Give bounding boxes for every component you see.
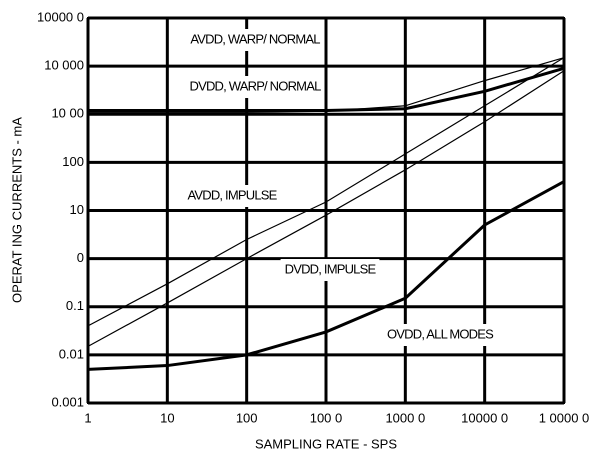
x-tick-label: 10 <box>160 410 174 425</box>
y-tick-label: 10000 0 <box>37 9 84 24</box>
y-tick-label: 0.001 <box>51 394 84 409</box>
series-line <box>88 66 565 112</box>
y-tick-label: 0.1 <box>66 298 84 313</box>
y-axis-label: OPERAT ING CURRENTS - mA <box>9 117 24 303</box>
series-label-bg <box>186 29 324 51</box>
series-label: AVDD, IMPULSE <box>187 187 277 202</box>
x-axis-label: SAMPLING RATE - SPS <box>255 436 397 451</box>
series-line <box>87 180 565 371</box>
x-tick-label: 10000 0 <box>461 410 508 425</box>
series-label-bg <box>186 76 324 98</box>
x-tick-label: 100 0 <box>310 410 343 425</box>
y-tick-label: 10 <box>70 202 84 217</box>
plot-frame <box>87 17 565 404</box>
series-label-bg <box>182 185 282 207</box>
y-tick-label: 0 <box>77 250 84 265</box>
series-label: AVDD, WARP/ NORMAL <box>190 31 320 46</box>
series-label: OVDD, ALL MODES <box>387 326 494 341</box>
x-tick-label: 1 <box>84 410 91 425</box>
series-label-bg <box>280 259 380 281</box>
series-line <box>87 70 565 347</box>
y-tick-label: 10 000 <box>44 58 84 73</box>
y-tick-label: 10 00 <box>51 106 84 121</box>
series-label: DVDD, WARP/ NORMAL <box>189 78 321 93</box>
x-tick-label: 100 <box>236 410 258 425</box>
x-tick-label: 1000 0 <box>385 410 425 425</box>
x-tick-label: 1 0000 0 <box>539 410 590 425</box>
series-line <box>87 57 565 327</box>
series-label: DVDD, IMPULSE <box>285 261 377 276</box>
y-tick-label: 0.01 <box>59 346 84 361</box>
series-label-bg <box>383 324 497 346</box>
y-tick-label: 100 <box>62 154 84 169</box>
